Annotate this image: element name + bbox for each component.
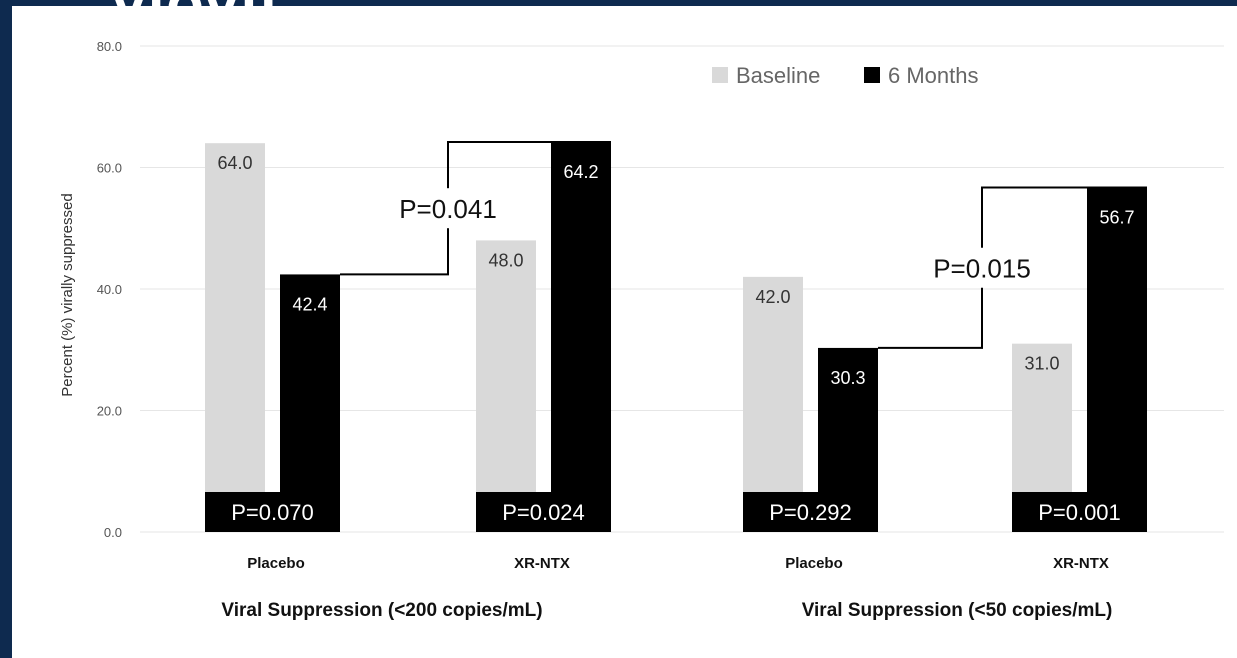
p-value-between: P=0.015 bbox=[933, 254, 1031, 284]
category-label: XR-NTX bbox=[514, 555, 570, 572]
legend-label-6-months: 6 Months bbox=[888, 63, 979, 88]
group-title: Viral Suppression (<200 copies/mL) bbox=[221, 600, 542, 621]
bracket-label-bg bbox=[922, 247, 1042, 288]
bracket-label-bg bbox=[388, 188, 508, 229]
legend-swatch-baseline bbox=[712, 67, 728, 83]
p-value-box bbox=[743, 492, 878, 532]
p-value-within: P=0.024 bbox=[502, 500, 585, 525]
y-tick-label: 60.0 bbox=[97, 161, 122, 176]
p-value-between: P=0.041 bbox=[399, 194, 497, 224]
data-label-6-months: 56.7 bbox=[1099, 208, 1134, 228]
category-label: Placebo bbox=[785, 555, 843, 572]
p-value-box bbox=[476, 492, 611, 532]
y-axis-label: Percent (%) virally suppressed bbox=[59, 193, 76, 396]
p-value-within: P=0.001 bbox=[1038, 500, 1121, 525]
data-label-baseline: 48.0 bbox=[488, 250, 523, 270]
data-label-6-months: 64.2 bbox=[563, 162, 598, 182]
bar-baseline bbox=[205, 143, 265, 532]
y-tick-label: 40.0 bbox=[97, 282, 122, 297]
bar-baseline bbox=[743, 276, 803, 532]
data-label-baseline: 31.0 bbox=[1024, 354, 1059, 374]
category-label: Placebo bbox=[247, 555, 305, 572]
header-fragment: VIOVU bbox=[112, 0, 278, 14]
y-tick-label: 0.0 bbox=[104, 525, 122, 540]
p-value-box bbox=[1012, 492, 1147, 532]
p-value-within: P=0.070 bbox=[231, 500, 314, 525]
y-tick-label: 80.0 bbox=[97, 39, 122, 54]
chart-panel: VIOVU 0.0 20.0 40.0 60.0 80.0 Percent (%) vir… bbox=[12, 0, 1237, 658]
bar-6-months bbox=[1087, 187, 1147, 533]
p-value-box bbox=[205, 492, 340, 532]
bar-6-months bbox=[280, 274, 340, 532]
data-label-baseline: 42.0 bbox=[755, 287, 790, 307]
p-value-within: P=0.292 bbox=[769, 500, 852, 525]
group-title: Viral Suppression (<50 copies/mL) bbox=[802, 600, 1113, 621]
bar-6-months bbox=[551, 141, 611, 533]
y-tick-label: 20.0 bbox=[97, 404, 122, 419]
category-label: XR-NTX bbox=[1053, 555, 1109, 572]
legend-label-baseline: Baseline bbox=[736, 63, 820, 88]
data-label-6-months: 30.3 bbox=[830, 368, 865, 388]
data-label-6-months: 42.4 bbox=[292, 294, 327, 314]
bar-chart: 0.0 20.0 40.0 60.0 80.0 Percent (%) virally s… bbox=[59, 39, 1224, 621]
legend-swatch-6-months bbox=[864, 67, 880, 83]
data-label-baseline: 64.0 bbox=[217, 153, 252, 173]
bar-baseline bbox=[476, 240, 536, 532]
